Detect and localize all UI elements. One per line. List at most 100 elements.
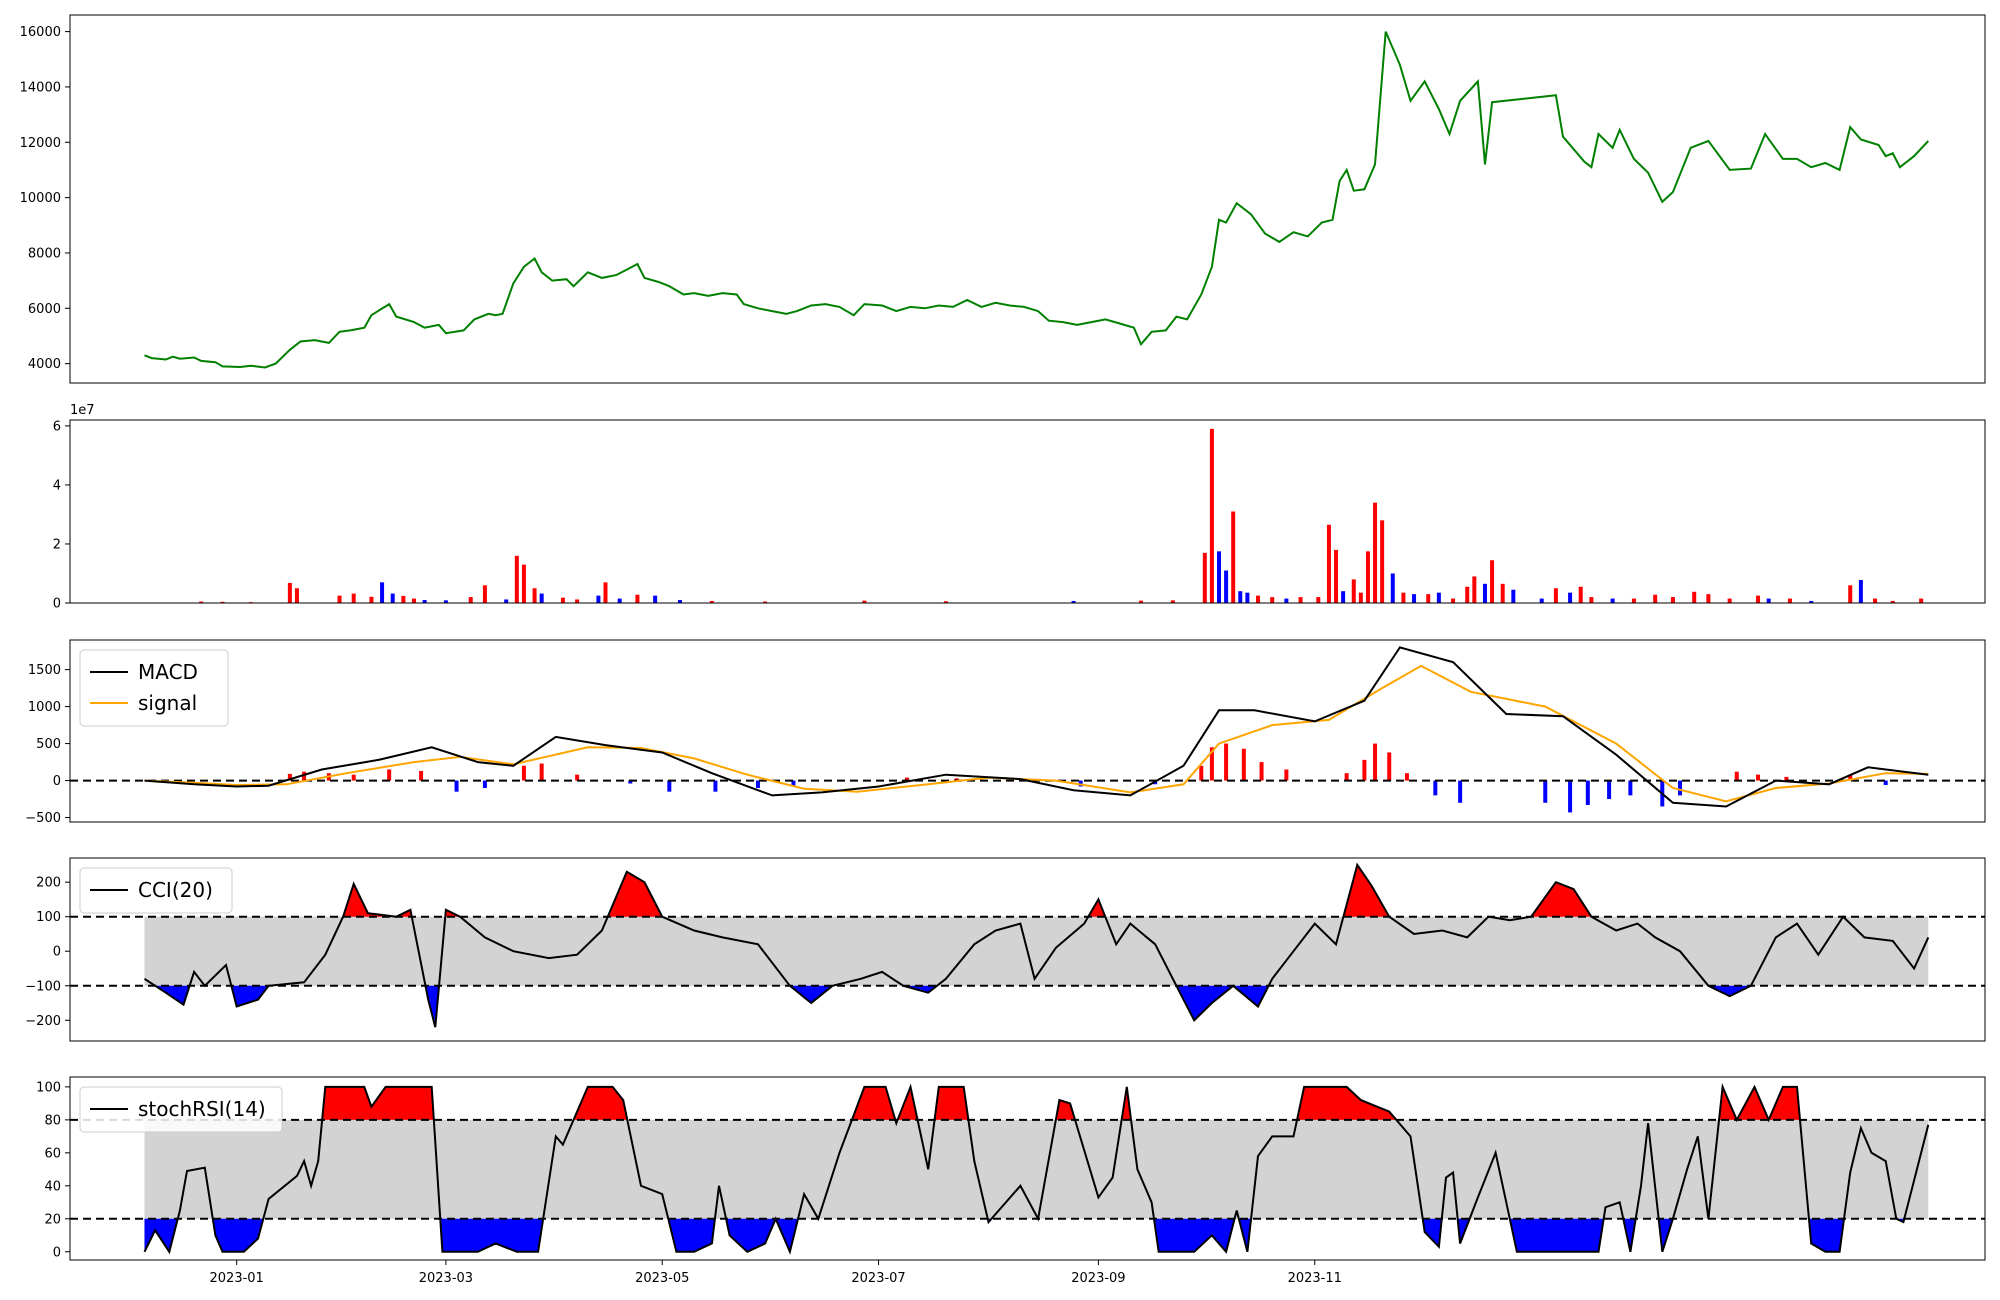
- y-tick-label: 100: [36, 1080, 61, 1095]
- volume-bar: [1766, 598, 1771, 603]
- volume-bar: [617, 598, 622, 603]
- macd-histogram-bar: [302, 771, 307, 781]
- y-tick-label: 1500: [28, 663, 61, 678]
- volume-bar: [1390, 573, 1395, 603]
- cci-line: [143, 862, 1930, 1028]
- cci-panel: −200 −100 0 100 200 CCI(20): [25, 857, 1986, 1042]
- volume-bar: [1380, 520, 1385, 603]
- volume-bar: [1365, 551, 1370, 603]
- volume-bar: [1238, 591, 1243, 603]
- volume-bar: [1539, 598, 1544, 603]
- macd-histogram-bar: [521, 765, 526, 781]
- volume-bar: [763, 601, 768, 603]
- macd-histogram-bar: [287, 773, 292, 781]
- macd-histogram-bar: [1678, 780, 1683, 796]
- volume-bar: [1217, 551, 1221, 603]
- macd-histogram-bar: [1628, 780, 1633, 796]
- volume-bar: [468, 597, 473, 603]
- macd-histogram-bar: [1433, 780, 1438, 796]
- macd-histogram-bar: [791, 780, 796, 787]
- volume-bar: [1426, 594, 1431, 603]
- volume-bar: [1412, 594, 1417, 603]
- volume-bar: [220, 601, 225, 603]
- volume-panel: 0 2 4 6 1e7: [53, 403, 1986, 612]
- overbought-fill: [144, 864, 1929, 917]
- volume-bar: [560, 597, 565, 603]
- volume-bar: [1451, 598, 1456, 603]
- legend-box: [79, 649, 229, 727]
- macd-histogram-bar: [1241, 748, 1246, 781]
- macd-histogram-bar: [1284, 769, 1289, 781]
- volume-bar: [411, 598, 416, 603]
- legend-box: [79, 867, 233, 914]
- volume-bar: [199, 601, 204, 603]
- volume-bar: [1071, 600, 1076, 603]
- x-tick-label: 2023-11: [1288, 1271, 1342, 1286]
- volume-bar: [1245, 592, 1250, 603]
- volume-bar: [1809, 600, 1814, 603]
- macd-histogram-bar: [1224, 743, 1229, 781]
- volume-bar: [482, 585, 487, 603]
- volume-bar: [1919, 598, 1924, 603]
- volume-bar: [1138, 600, 1143, 603]
- volume-bar: [1873, 598, 1878, 603]
- macd-histogram-bar: [755, 780, 760, 788]
- legend-label: CCI(20): [138, 878, 213, 902]
- y-tick-label: −100: [25, 979, 61, 994]
- volume-bar: [1858, 579, 1863, 603]
- volume-bar: [532, 588, 537, 603]
- y-tick-label: 0: [53, 597, 61, 612]
- volume-bar: [1231, 511, 1236, 603]
- volume-bar: [1890, 600, 1895, 603]
- volume-bar: [1631, 598, 1636, 603]
- overbought-fill: [144, 1086, 1929, 1120]
- x-tick-label: 2023-03: [419, 1271, 473, 1286]
- volume-bar: [1334, 549, 1339, 603]
- y-tick-label: 0: [53, 945, 61, 960]
- volume-bar: [369, 596, 374, 603]
- price-line: [144, 31, 1930, 369]
- volume-bar: [351, 593, 356, 603]
- volume-bar: [1511, 589, 1516, 603]
- y-tick-label: 8000: [28, 246, 61, 261]
- volume-bar: [1706, 594, 1711, 603]
- legend-label: stochRSI(14): [138, 1097, 266, 1121]
- volume-bar: [401, 595, 406, 603]
- macd-histogram-bar: [1209, 747, 1214, 781]
- volume-bar: [380, 582, 385, 603]
- macd-histogram-bar: [1362, 759, 1367, 781]
- y-tick-label: 10000: [20, 191, 61, 206]
- macd-histogram-bar: [1387, 752, 1392, 781]
- macd-histogram-bar: [904, 777, 909, 781]
- macd-histogram-bar: [1784, 776, 1789, 781]
- volume-bar: [294, 588, 299, 603]
- volume-bar: [1490, 560, 1495, 603]
- signal-line: [144, 664, 1929, 803]
- volume-bar: [1692, 591, 1697, 603]
- y-offset-label: 1e7: [70, 403, 95, 418]
- axes-frame: [69, 14, 1986, 384]
- volume-bar: [1316, 597, 1321, 603]
- macd-histogram-bar: [1543, 780, 1548, 803]
- volume-bar: [521, 564, 526, 603]
- volume-bar: [1500, 583, 1505, 603]
- macd-histogram-bar: [628, 780, 633, 784]
- macd-histogram-bar: [387, 769, 392, 781]
- macd-histogram-bar: [1585, 780, 1590, 805]
- axes-frame: [69, 1076, 1986, 1261]
- y-tick-label: 0: [53, 774, 61, 789]
- axes-frame: [69, 857, 1986, 1042]
- y-tick-label: 1000: [28, 700, 61, 715]
- macd-histogram-bar: [482, 780, 487, 788]
- x-tick-label: 2023-09: [1071, 1271, 1125, 1286]
- volume-bar: [1465, 586, 1470, 603]
- y-tick-label: 6: [53, 419, 61, 434]
- price-panel: 4000 6000 8000 10000 12000 14000 16000: [20, 14, 1986, 384]
- y-tick-label: 2: [53, 537, 61, 552]
- macd-histogram-bar: [1607, 780, 1612, 800]
- macd-histogram-bar: [575, 774, 580, 781]
- macd-histogram-bar: [539, 763, 544, 781]
- volume-bar: [1568, 592, 1573, 603]
- y-tick-label: 6000: [28, 302, 61, 317]
